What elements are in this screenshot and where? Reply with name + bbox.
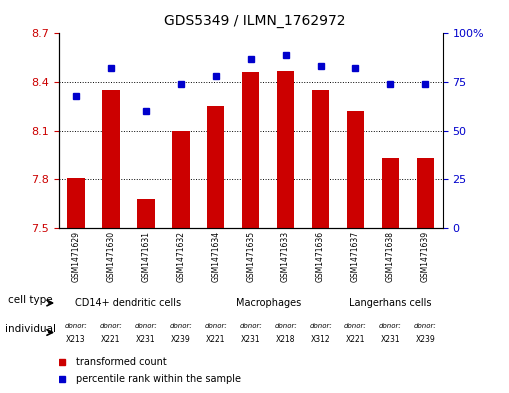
Text: X213: X213 — [66, 335, 86, 344]
Text: Macrophages: Macrophages — [236, 298, 301, 308]
Text: GSM1471629: GSM1471629 — [71, 231, 80, 282]
Text: X221: X221 — [206, 335, 225, 344]
Text: GDS5349 / ILMN_1762972: GDS5349 / ILMN_1762972 — [164, 14, 345, 28]
Text: GSM1471634: GSM1471634 — [211, 231, 220, 282]
Text: donor:: donor: — [379, 323, 402, 329]
Bar — [277, 71, 294, 228]
Bar — [417, 158, 434, 228]
Text: X221: X221 — [346, 335, 365, 344]
Text: X312: X312 — [310, 335, 330, 344]
Text: GSM1471638: GSM1471638 — [386, 231, 395, 282]
Text: GSM1471636: GSM1471636 — [316, 231, 325, 282]
Text: GSM1471631: GSM1471631 — [142, 231, 150, 282]
Text: X221: X221 — [101, 335, 121, 344]
Text: GSM1471635: GSM1471635 — [246, 231, 255, 282]
Text: GSM1471639: GSM1471639 — [421, 231, 430, 282]
Bar — [242, 72, 260, 228]
Text: donor:: donor: — [344, 323, 367, 329]
Text: transformed count: transformed count — [76, 356, 166, 367]
Text: GSM1471637: GSM1471637 — [351, 231, 360, 282]
Bar — [137, 199, 155, 228]
Bar — [312, 90, 329, 228]
Text: X231: X231 — [241, 335, 261, 344]
Text: donor:: donor: — [134, 323, 157, 329]
Text: X231: X231 — [381, 335, 400, 344]
Text: CD14+ dendritic cells: CD14+ dendritic cells — [75, 298, 182, 308]
Text: donor:: donor: — [205, 323, 227, 329]
Bar — [172, 130, 189, 228]
Text: GSM1471630: GSM1471630 — [106, 231, 116, 282]
Bar — [382, 158, 399, 228]
Bar — [67, 178, 84, 228]
Text: GSM1471632: GSM1471632 — [176, 231, 185, 282]
Text: donor:: donor: — [274, 323, 297, 329]
Text: individual: individual — [5, 324, 56, 334]
Text: cell type: cell type — [9, 295, 53, 305]
Bar — [347, 111, 364, 228]
Text: donor:: donor: — [65, 323, 88, 329]
Text: X218: X218 — [276, 335, 295, 344]
Text: X239: X239 — [415, 335, 435, 344]
Text: donor:: donor: — [414, 323, 437, 329]
Text: percentile rank within the sample: percentile rank within the sample — [76, 374, 241, 384]
Text: GSM1471633: GSM1471633 — [281, 231, 290, 282]
Text: donor:: donor: — [309, 323, 332, 329]
Bar — [207, 107, 224, 228]
Text: donor:: donor: — [100, 323, 122, 329]
Text: Langerhans cells: Langerhans cells — [349, 298, 432, 308]
Text: donor:: donor: — [239, 323, 262, 329]
Text: X239: X239 — [171, 335, 191, 344]
Text: X231: X231 — [136, 335, 156, 344]
Bar — [102, 90, 120, 228]
Text: donor:: donor: — [169, 323, 192, 329]
